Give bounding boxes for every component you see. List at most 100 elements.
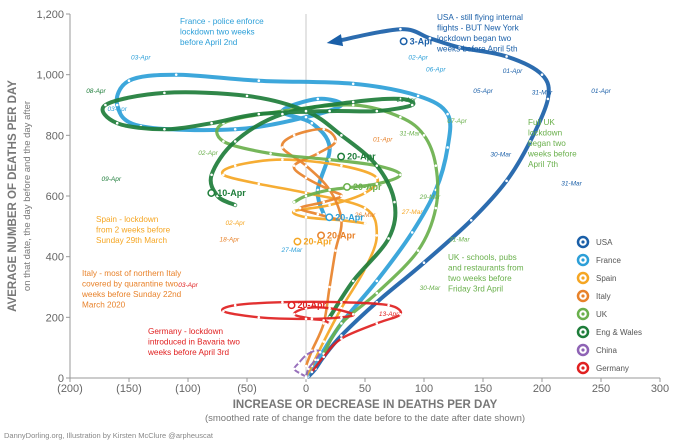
data-point-spain — [363, 191, 367, 195]
data-point-eng-wales — [304, 109, 308, 113]
annotation-text: UK - schools, pubs — [448, 253, 517, 262]
data-point-eng-wales — [210, 121, 213, 125]
data-point-usa — [528, 140, 532, 143]
date-label: 06-Apr — [397, 97, 417, 104]
x-tick-label: 300 — [651, 383, 669, 395]
data-point-spain — [363, 222, 367, 225]
legend-label-italy: Italy — [596, 292, 611, 301]
data-point-usa — [469, 218, 473, 222]
data-point-spain — [222, 173, 225, 177]
x-tick-label: 200 — [533, 383, 551, 395]
x-tick-label: 0 — [303, 383, 309, 395]
data-point-italy — [304, 176, 308, 180]
data-point-eng-wales — [245, 94, 249, 98]
legend: USA France Spain Italy UK Eng & Wales China Ger… — [576, 235, 642, 375]
data-point-italy — [340, 218, 343, 222]
y-tick-label: 600 — [46, 191, 64, 203]
date-labels: 03-Apr 02-Apr 06-Apr 01-Apr 05-Apr 06-Apr 08-A… — [86, 55, 611, 318]
highlight-label: 20-Apr — [327, 230, 356, 240]
series-lines — [100, 27, 551, 380]
data-point-germany — [310, 370, 314, 374]
date-label: 30-Mar — [420, 285, 441, 292]
axes — [69, 14, 660, 379]
data-point-france — [310, 121, 314, 125]
series-line-china — [293, 349, 322, 379]
x-tick-label: 50 — [359, 383, 371, 395]
annotation-text: weeks before — [527, 150, 577, 159]
date-label: 30-Mar — [490, 152, 511, 159]
annotation-text: introduced in Bavaria two — [148, 338, 240, 347]
data-point-uk — [328, 158, 331, 161]
x-ticks: (200) (150) (100) (50) 0 50 100 150 200 250 300 — [57, 378, 669, 395]
data-point-uk — [340, 322, 343, 325]
data-point-eng-wales — [216, 194, 219, 198]
highlight-label: 10-Apr — [217, 188, 246, 198]
data-point-eng-wales — [163, 91, 166, 95]
legend-label-usa: USA — [596, 238, 613, 247]
data-point-italy — [322, 200, 326, 204]
data-point-china — [292, 367, 296, 371]
data-point-france — [316, 358, 320, 362]
highlight-label: 20-Apr — [335, 212, 364, 222]
data-point-eng-wales — [399, 97, 402, 101]
annotation-text: lockdown — [528, 129, 563, 138]
data-point-usa — [340, 334, 343, 337]
y-ticks: 0 200 400 600 800 1,000 1,200 — [36, 9, 70, 385]
data-point-uk — [328, 188, 331, 192]
y-tick-label: 1,200 — [36, 9, 64, 21]
data-point-uk — [222, 140, 225, 143]
data-point-usa — [422, 261, 426, 265]
annotation-text: lockdown began two — [437, 34, 512, 43]
date-label: 03-Apr — [131, 55, 151, 62]
annotation-text: April 7th — [528, 160, 558, 169]
data-point-uk — [375, 291, 379, 295]
date-label: 29-Mar — [419, 194, 441, 201]
data-point-germany — [233, 303, 237, 307]
annotation-text: before April 2nd — [180, 38, 238, 47]
legend-swatch-dot — [581, 366, 585, 370]
data-point-france — [257, 79, 261, 83]
annotation-text: Spain - lockdown — [96, 215, 159, 224]
usa-arrow-head — [326, 34, 344, 47]
legend-label-eng-wales: Eng & Wales — [596, 328, 642, 337]
legend-label-uk: UK — [596, 310, 608, 319]
y-tick-label: 200 — [46, 312, 64, 324]
data-point-france — [127, 79, 131, 83]
date-label: 08-Apr — [86, 88, 106, 95]
data-point-italy — [304, 164, 308, 167]
date-label: 31-Mar — [449, 237, 470, 244]
annotation-text: flights - BUT New York — [437, 24, 520, 33]
data-point-france — [416, 94, 420, 98]
date-label: 03-Apr — [178, 282, 198, 289]
x-axis-subtitle: (smoothed rate of change from the date b… — [205, 413, 525, 424]
highlight-marker — [287, 301, 296, 310]
data-point-usa — [428, 36, 432, 40]
annotation-text: from 2 weeks before — [96, 226, 171, 235]
data-point-germany — [257, 316, 261, 319]
legend-label-china: China — [596, 346, 617, 355]
date-label: 27-Mar — [401, 209, 423, 216]
legend-swatch-dot — [581, 240, 585, 244]
data-point-france — [446, 146, 449, 149]
data-point-germany — [340, 300, 343, 304]
data-point-france — [446, 112, 449, 116]
data-point-germany — [322, 355, 326, 359]
y-tick-label: 800 — [46, 130, 64, 142]
data-point-italy — [292, 134, 296, 137]
data-point-spain — [281, 158, 284, 161]
x-tick-label: 250 — [592, 383, 610, 395]
legend-swatch-dot — [581, 312, 585, 316]
data-point-usa — [505, 55, 508, 58]
data-point-france — [410, 231, 414, 234]
data-point-germany — [328, 306, 331, 310]
data-point-uk — [269, 152, 272, 155]
data-point-usa — [540, 73, 544, 76]
data-point-spain — [375, 176, 379, 180]
x-tick-label: 150 — [474, 383, 492, 395]
annotation-text: France - police enforce — [180, 17, 264, 26]
highlight-marker — [343, 182, 351, 191]
data-point-france — [351, 82, 355, 86]
date-label: 02-Apr — [198, 150, 218, 157]
data-point-uk — [292, 200, 296, 204]
